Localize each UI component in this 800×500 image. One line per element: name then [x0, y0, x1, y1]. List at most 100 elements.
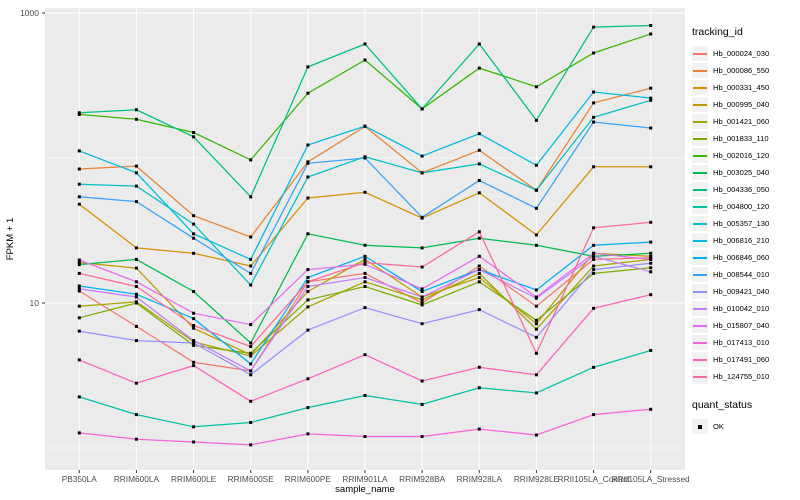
legend-label: Hb_001421_060: [713, 117, 770, 126]
legend-item: Hb_006846_060: [692, 249, 798, 266]
legend-label: Hb_004336_050: [713, 185, 770, 194]
legend-label: Hb_005357_130: [713, 219, 770, 228]
legend-key-box: [692, 284, 708, 299]
legend-key-box: [692, 352, 708, 367]
x-axis-title: sample_name: [335, 484, 395, 495]
legend-key-box: [692, 165, 708, 180]
legend-item: Hb_008544_010: [692, 266, 798, 283]
legend-key-box: [692, 114, 708, 129]
x-tick-label: RRIM600LA: [114, 474, 160, 484]
legend-key-box: [692, 369, 708, 384]
legend-item: Hb_004336_050: [692, 181, 798, 198]
legend-key-box: [692, 267, 708, 282]
legend-label: OK: [713, 422, 724, 431]
legend-key-box: [692, 182, 708, 197]
legend-line-swatch: [693, 324, 707, 327]
legend-line-swatch: [693, 69, 707, 72]
data-points: [77, 24, 653, 447]
black-square-point-icon: [698, 424, 702, 429]
legend-item: Hb_001421_060: [692, 113, 798, 130]
legend-line-swatch: [693, 52, 707, 55]
legend-line-swatch: [693, 375, 707, 378]
legend-title-tracking-id: tracking_id: [692, 26, 743, 38]
legend-line-swatch: [693, 256, 707, 259]
legend-label: Hb_124755_010: [713, 372, 770, 381]
y-tick-labels: 10 1000: [20, 8, 39, 308]
legend-items: Hb_000024_030 Hb_000086_550 Hb_000331_450 H…: [692, 45, 798, 385]
legend-line-swatch: [693, 154, 707, 157]
legend-item: Hb_002016_120: [692, 147, 798, 164]
legend-item: Hb_005357_130: [692, 215, 798, 232]
legend-label: Hb_000995_040: [713, 100, 770, 109]
legend-item: Hb_004800_120: [692, 198, 798, 215]
legend-item-ok: OK: [692, 418, 798, 435]
x-tick-label: RRIM901LA: [342, 474, 388, 484]
legend-item: Hb_006816_210: [692, 232, 798, 249]
x-tick-label: RRII105LA_Stressed: [612, 474, 690, 484]
legend-title-quant-status: quant_status: [692, 399, 753, 411]
legend-label: Hb_008544_010: [713, 270, 770, 279]
legend-key-box: [692, 80, 708, 95]
legend-key-box: [692, 216, 708, 231]
legend-label: Hb_006816_210: [713, 236, 770, 245]
legend-line-swatch: [693, 341, 707, 344]
legend-line-swatch: [693, 307, 707, 310]
legend-label: Hb_002016_120: [713, 151, 770, 160]
legend-key-box: [692, 301, 708, 316]
legend-line-swatch: [693, 273, 707, 276]
legend-label: Hb_006846_060: [713, 253, 770, 262]
legend-key-box: [692, 63, 708, 78]
legend-line-swatch: [693, 171, 707, 174]
legend-key-box: [692, 318, 708, 333]
legend-quant-status: quant_status OK: [692, 399, 798, 435]
legend-panel: tracking_id Hb_000024_030 Hb_000086_550 Hb…: [692, 26, 798, 435]
legend-line-swatch: [693, 188, 707, 191]
legend-key-box: [692, 46, 708, 61]
x-tick-label: RRIM928BA: [399, 474, 446, 484]
legend-label: Hb_001833_110: [713, 134, 769, 143]
legend-label: Hb_003025_040: [713, 168, 770, 177]
legend-item: Hb_010042_010: [692, 300, 798, 317]
legend-item: Hb_003025_040: [692, 164, 798, 181]
y-tick-label: 10: [30, 298, 40, 308]
legend-item: Hb_000024_030: [692, 45, 798, 62]
legend-line-swatch: [693, 137, 707, 140]
y-tick-label: 1000: [20, 8, 39, 18]
x-tick-label: RRIM928LA: [457, 474, 503, 484]
legend-line-swatch: [693, 222, 707, 225]
legend-label: Hb_017413_010: [713, 338, 770, 347]
x-tick-label: RRIM600PE: [285, 474, 332, 484]
legend-key-box: [692, 250, 708, 265]
legend-label: Hb_000331_450: [713, 83, 770, 92]
legend-line-swatch: [693, 86, 707, 89]
gridlines: [45, 8, 685, 470]
legend-line-swatch: [693, 358, 707, 361]
legend-item: Hb_001833_110: [692, 130, 798, 147]
legend-key-box: [692, 419, 708, 434]
legend-item: Hb_124755_010: [692, 368, 798, 385]
legend-line-swatch: [693, 120, 707, 123]
legend-item: Hb_015807_040: [692, 317, 798, 334]
legend-key-box: [692, 131, 708, 146]
legend-key-box: [692, 148, 708, 163]
axis-ticks: [42, 12, 652, 473]
legend-label: Hb_010042_010: [713, 304, 770, 313]
legend-key-box: [692, 335, 708, 350]
legend-key-box: [692, 97, 708, 112]
legend-item: Hb_017491_060: [692, 351, 798, 368]
legend-item: Hb_000086_550: [692, 62, 798, 79]
legend-line-swatch: [693, 103, 707, 106]
legend-key-box: [692, 233, 708, 248]
legend-label: Hb_017491_060: [713, 355, 770, 364]
legend-label: Hb_000024_030: [713, 49, 770, 58]
legend-line-swatch: [693, 290, 707, 293]
legend-item: Hb_017413_010: [692, 334, 798, 351]
x-tick-label: RRIM600SE: [228, 474, 275, 484]
x-tick-label: RRIM600LE: [171, 474, 217, 484]
legend-line-swatch: [693, 205, 707, 208]
legend-item: Hb_000331_450: [692, 79, 798, 96]
x-tick-labels: PB350LA RRIM600LA RRIM600LE RRIM600SE RRIM60…: [62, 474, 690, 484]
legend-item: Hb_000995_040: [692, 96, 798, 113]
